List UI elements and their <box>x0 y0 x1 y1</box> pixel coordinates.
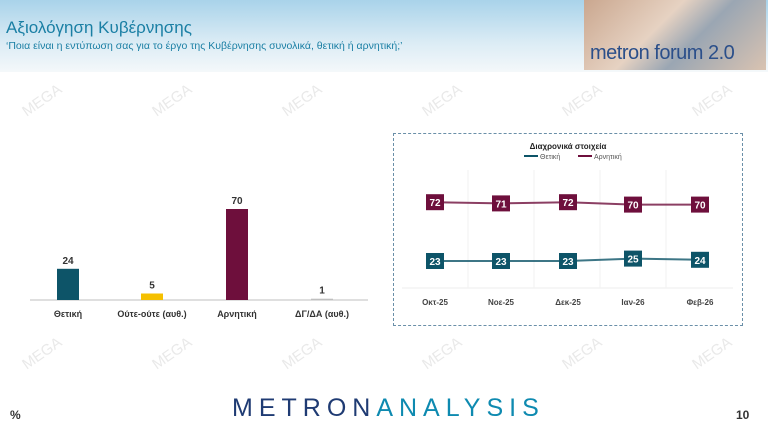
data-label: 71 <box>495 199 507 210</box>
data-label: 24 <box>694 256 706 267</box>
category-label: Ούτε-ούτε (αυθ.) <box>117 309 186 319</box>
data-marker <box>426 253 444 269</box>
page-title: Αξιολόγηση Κυβέρνησης <box>6 18 192 37</box>
bar <box>226 209 248 300</box>
data-label: 24 <box>62 256 74 267</box>
category-label: Αρνητική <box>217 309 257 319</box>
data-marker <box>559 194 577 211</box>
data-marker <box>492 253 510 269</box>
unit-label: % <box>10 408 21 422</box>
page-number: 10 <box>736 408 750 422</box>
metron-analysis-logo: METRONANALYSIS <box>232 394 545 423</box>
data-label: 72 <box>429 198 441 209</box>
legend-label: Αρνητική <box>594 154 622 161</box>
data-label: 5 <box>149 281 155 292</box>
x-tick-label: Φεβ-26 <box>687 298 714 307</box>
data-label: 23 <box>429 257 441 268</box>
data-label: 25 <box>627 255 639 266</box>
x-tick-label: Ιαν-26 <box>621 298 645 307</box>
data-marker <box>426 194 444 211</box>
category-label: ΔΓ/ΔΑ (αυθ.) <box>295 309 349 319</box>
bar <box>57 268 79 300</box>
data-label: 70 <box>694 201 706 212</box>
data-marker <box>624 196 642 213</box>
data-label: 1 <box>319 286 325 297</box>
bar <box>141 293 163 300</box>
data-marker <box>691 251 709 268</box>
bar <box>311 298 333 300</box>
x-tick-label: Νοε-25 <box>488 298 515 307</box>
line-chart-frame <box>393 133 743 326</box>
line-chart-title: Διαχρονικά στοιχεία <box>530 142 607 151</box>
x-tick-label: Οκτ-25 <box>422 298 448 307</box>
x-tick-label: Δεκ-25 <box>555 298 581 307</box>
data-marker <box>492 195 510 212</box>
data-marker <box>691 196 709 213</box>
data-label: 72 <box>562 198 574 209</box>
header: Αξιολόγηση Κυβέρνησης ‘Ποια είναι η εντύ… <box>0 0 768 72</box>
data-label: 23 <box>495 257 507 268</box>
question-subtitle: ‘Ποια είναι η εντύπωση σας για το έργο τ… <box>6 40 403 52</box>
forum-logo-text: metron forum 2.0 <box>590 42 735 64</box>
logo-part1: METRON <box>232 394 377 422</box>
data-marker <box>559 253 577 269</box>
data-label: 70 <box>231 196 243 207</box>
category-label: Θετική <box>54 309 82 319</box>
data-marker <box>624 250 642 267</box>
data-label: 23 <box>562 257 574 268</box>
legend-label: Θετική <box>540 154 560 161</box>
metron-forum-logo: metron forum 2.0 <box>584 0 766 70</box>
data-label: 70 <box>627 201 639 212</box>
logo-part2: ANALYSIS <box>376 394 545 422</box>
